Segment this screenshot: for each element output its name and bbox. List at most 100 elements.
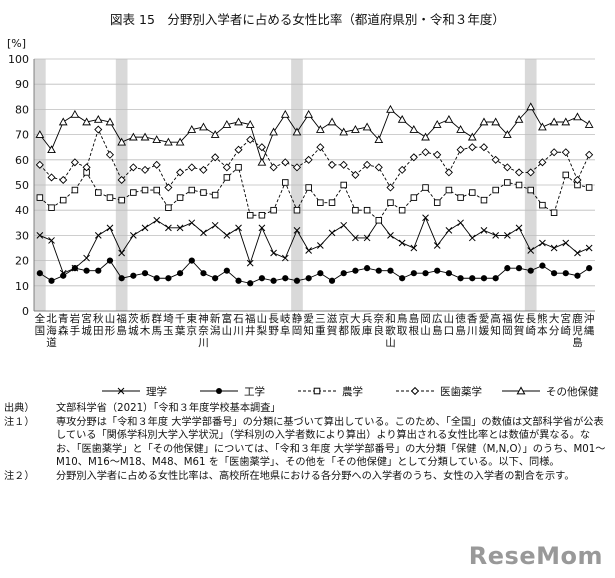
series-1-point-11	[165, 275, 172, 282]
x-tick-label-4: 宮城	[81, 313, 92, 337]
series-4-point-9	[140, 132, 150, 141]
x-tick-label-43: 熊本	[537, 313, 548, 337]
series-0-point-23	[305, 247, 313, 254]
series-3-point-9	[140, 165, 150, 174]
series-1-point-3	[71, 265, 79, 272]
series-line-3	[39, 128, 590, 189]
series-0-point-24	[316, 242, 324, 249]
series-0-point-26	[340, 221, 348, 229]
series-2-point-27	[352, 206, 359, 214]
series-4-point-43	[538, 122, 547, 131]
series-1-point-0	[36, 270, 43, 277]
series-1-point-4	[83, 267, 90, 274]
series-3-point-17	[234, 145, 243, 154]
series-0-point-30	[387, 232, 394, 239]
series-1-point-21	[282, 275, 289, 282]
x-tick-label-30: 和歌山	[385, 313, 396, 349]
series-3-point-24	[316, 143, 325, 152]
series-1-point-6	[106, 257, 114, 264]
series-2-point-18	[246, 211, 254, 219]
series-4-point-28	[362, 122, 372, 131]
series-1-point-2	[60, 272, 67, 279]
x-tick-label-38: 愛媛	[478, 313, 490, 337]
series-0-point-22	[293, 227, 301, 234]
series-1-point-12	[176, 270, 184, 277]
series-0-point-42	[527, 247, 535, 254]
series-2-point-11	[165, 204, 172, 211]
series-3-point-18	[246, 135, 255, 144]
series-2-point-1	[48, 204, 55, 211]
series-3-point-26	[339, 160, 348, 169]
series-0-point-36	[457, 219, 464, 227]
series-1-point-28	[363, 265, 371, 272]
series-3-point-29	[374, 163, 383, 172]
series-2-point-3	[71, 186, 79, 194]
series-3-point-47	[585, 150, 594, 159]
series-4-point-34	[432, 119, 442, 128]
series-1-point-46	[574, 272, 581, 279]
series-2-point-22	[293, 206, 301, 214]
chart-plot: 0 10 20 30 40 50 60 70 80 90 100	[8, 53, 595, 318]
series-3-point-8	[129, 163, 138, 172]
series-3-point-7	[117, 175, 126, 184]
x-tick-label-28: 兵庫	[361, 313, 373, 337]
y-tick-label-30: 30	[15, 229, 29, 242]
note-row-2: 注２） 分野別入学者に占める女性比率は、高校所在地県における各分野への入学者のうち…	[4, 470, 610, 484]
series-3-point-40	[503, 163, 512, 172]
series-4-point-38	[479, 117, 489, 126]
series-4-point-32	[409, 125, 419, 133]
series-3-point-34	[433, 150, 442, 159]
x-tick-label-33: 岡山	[420, 313, 431, 337]
series-3-point-44	[550, 148, 559, 157]
series-3-point-35	[444, 168, 453, 177]
y-tick-label-100: 100	[8, 53, 29, 66]
note-row-1: 注１） 専攻分野は「令和３年度 大学学部番号」の分類に基づいて算出している。このた…	[4, 416, 610, 470]
series-0-point-27	[352, 234, 359, 242]
note-label-1: 注１）	[4, 416, 35, 428]
series-3-point-23	[304, 155, 313, 164]
series-4-point-24	[315, 125, 325, 133]
series-0-point-25	[328, 229, 336, 237]
series-4-point-17	[234, 117, 243, 126]
series-0-point-43	[539, 239, 546, 247]
series-2-point-10	[153, 186, 160, 194]
chart-title: 図表 15 分野別入学者に占める女性比率（都道府県別・令和３年度）	[110, 12, 505, 27]
series-3-point-4	[82, 163, 91, 172]
series-0-point-12	[176, 224, 184, 232]
series-0-point-44	[550, 244, 558, 252]
x-tick-label-12: 千葉	[174, 313, 186, 337]
x-tick-label-0: 全国	[34, 313, 46, 337]
series-2-point-32	[410, 194, 418, 201]
x-tick-label-2: 青森	[57, 313, 69, 337]
y-tick-label-20: 20	[15, 255, 29, 268]
x-tick-label-17: 石川	[233, 313, 244, 337]
series-3-point-22	[292, 163, 302, 172]
series-0-point-38	[480, 227, 488, 234]
series-3-point-31	[398, 165, 407, 174]
series-1-point-18	[247, 280, 254, 287]
series-3-point-43	[538, 158, 547, 167]
series-3-point-12	[176, 168, 185, 177]
series-1-point-45	[562, 270, 569, 277]
series-0-point-6	[106, 224, 114, 232]
series-4-point-3	[70, 109, 80, 118]
legend-label-3: 医歯薬学	[440, 386, 482, 398]
series-4-point-6	[105, 117, 115, 126]
series-2-point-39	[492, 186, 499, 194]
series-4-point-1	[47, 145, 56, 154]
series-1-point-47	[586, 265, 593, 272]
series-1-point-42	[527, 267, 534, 274]
series-4-point-8	[128, 132, 138, 141]
series-3-point-10	[152, 160, 161, 169]
note-text-0: 文部科学省（2021）「令和３年度学校基本調査」	[56, 403, 281, 414]
x-tick-label-15: 新潟	[209, 313, 221, 337]
series-3-point-21	[281, 158, 290, 167]
series-4-point-20	[269, 127, 278, 136]
x-tick-label-14: 神奈川	[198, 313, 209, 349]
series-1-point-22	[293, 277, 301, 284]
legend-label-0: 理学	[146, 386, 167, 398]
series-3-point-42	[526, 168, 535, 177]
series-4-point-33	[421, 132, 430, 141]
series-4-point-35	[444, 114, 454, 123]
series-0-point-17	[235, 224, 242, 232]
